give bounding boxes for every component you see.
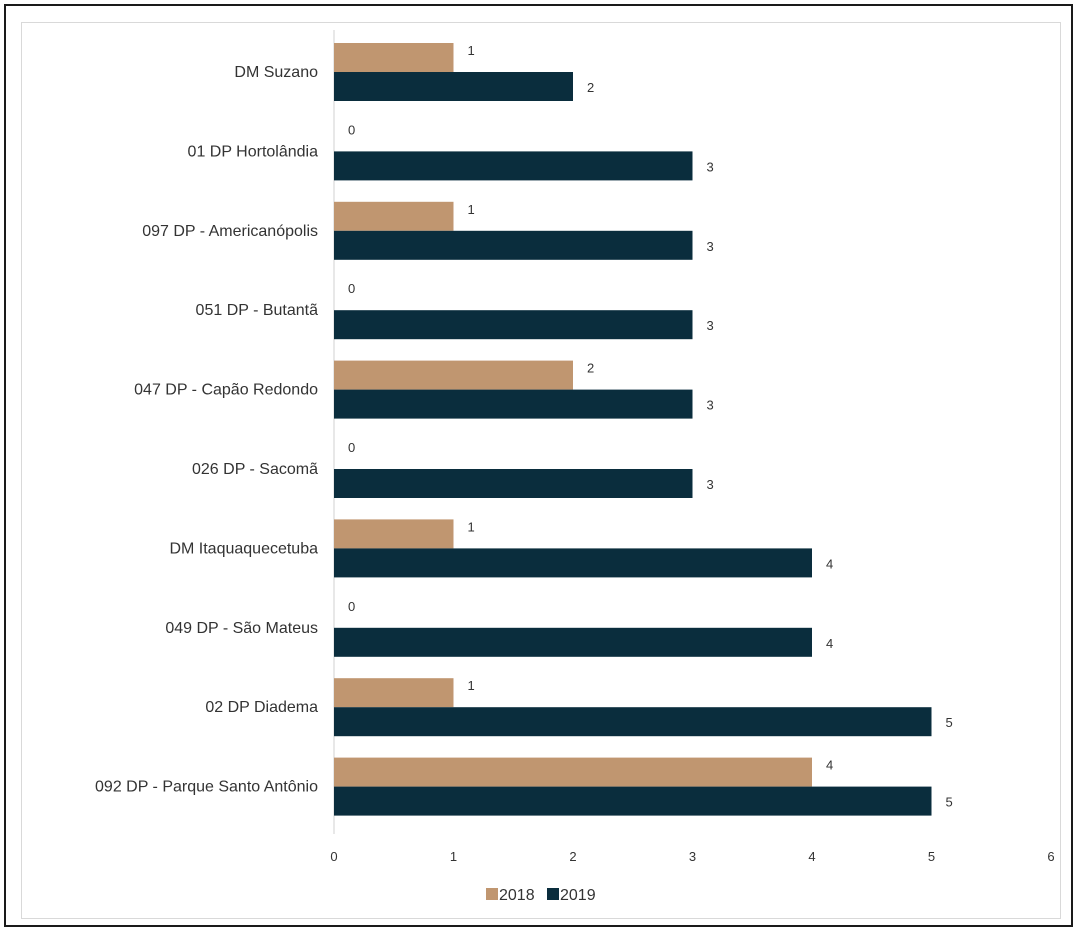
bar-2018	[334, 678, 454, 708]
legend-label-2018: 2018	[499, 887, 535, 904]
bar-2019	[334, 151, 693, 181]
data-label-2018: 2	[587, 361, 594, 376]
data-label-2019: 2	[587, 80, 594, 95]
data-label-2018: 0	[348, 440, 355, 455]
data-label-2019: 4	[826, 636, 833, 651]
category-label: 051 DP - Butantã	[196, 302, 319, 319]
bar-2019	[334, 389, 693, 419]
bar-2018	[334, 360, 573, 390]
bar-2019	[334, 786, 932, 816]
category-label: 097 DP - Americanópolis	[142, 223, 318, 240]
category-label: 047 DP - Capão Redondo	[134, 382, 318, 399]
data-label-2019: 3	[707, 318, 714, 333]
bar-2019	[334, 72, 573, 101]
category-label: 026 DP - Sacomã	[192, 461, 318, 478]
data-label-2018: 0	[348, 599, 355, 614]
legend-label-2019: 2019	[560, 887, 596, 904]
data-label-2018: 0	[348, 281, 355, 296]
bar-2019	[334, 627, 812, 657]
data-label-2018: 4	[826, 758, 833, 773]
category-label: DM Itaquaquecetuba	[169, 540, 318, 557]
bar-2019	[334, 707, 932, 737]
category-label: 049 DP - São Mateus	[165, 620, 318, 637]
data-label-2019: 5	[946, 715, 953, 730]
category-label: 02 DP Diadema	[205, 699, 318, 716]
data-label-2019: 3	[707, 159, 714, 174]
bar-2019	[334, 230, 693, 260]
data-label-2019: 3	[707, 239, 714, 254]
bar-2019	[334, 469, 693, 498]
data-label-2019: 3	[707, 477, 714, 492]
x-tick-label: 2	[569, 849, 576, 864]
bar-2018	[334, 43, 454, 72]
data-label-2019: 3	[707, 398, 714, 413]
category-label: 01 DP Hortolândia	[188, 143, 319, 160]
bar-2018	[334, 519, 454, 549]
x-tick-label: 6	[1047, 849, 1054, 864]
bar-2018	[334, 757, 812, 787]
data-label-2018: 1	[468, 519, 475, 534]
bar-2018	[334, 201, 454, 231]
data-label-2018: 1	[468, 678, 475, 693]
data-label-2018: 0	[348, 122, 355, 137]
bar-2019	[334, 310, 693, 340]
legend-swatch-2019	[547, 888, 559, 900]
legend-swatch-2018	[486, 888, 498, 900]
data-label-2018: 1	[468, 43, 475, 58]
data-label-2019: 4	[826, 556, 833, 571]
x-tick-label: 0	[330, 849, 337, 864]
x-tick-label: 4	[808, 849, 815, 864]
x-tick-label: 3	[689, 849, 696, 864]
x-tick-label: 1	[450, 849, 457, 864]
data-label-2018: 1	[468, 202, 475, 217]
bar-2019	[334, 548, 812, 578]
category-label: DM Suzano	[234, 64, 318, 81]
category-label: 092 DP - Parque Santo Antônio	[95, 779, 318, 796]
data-label-2019: 5	[946, 795, 953, 810]
x-tick-label: 5	[928, 849, 935, 864]
